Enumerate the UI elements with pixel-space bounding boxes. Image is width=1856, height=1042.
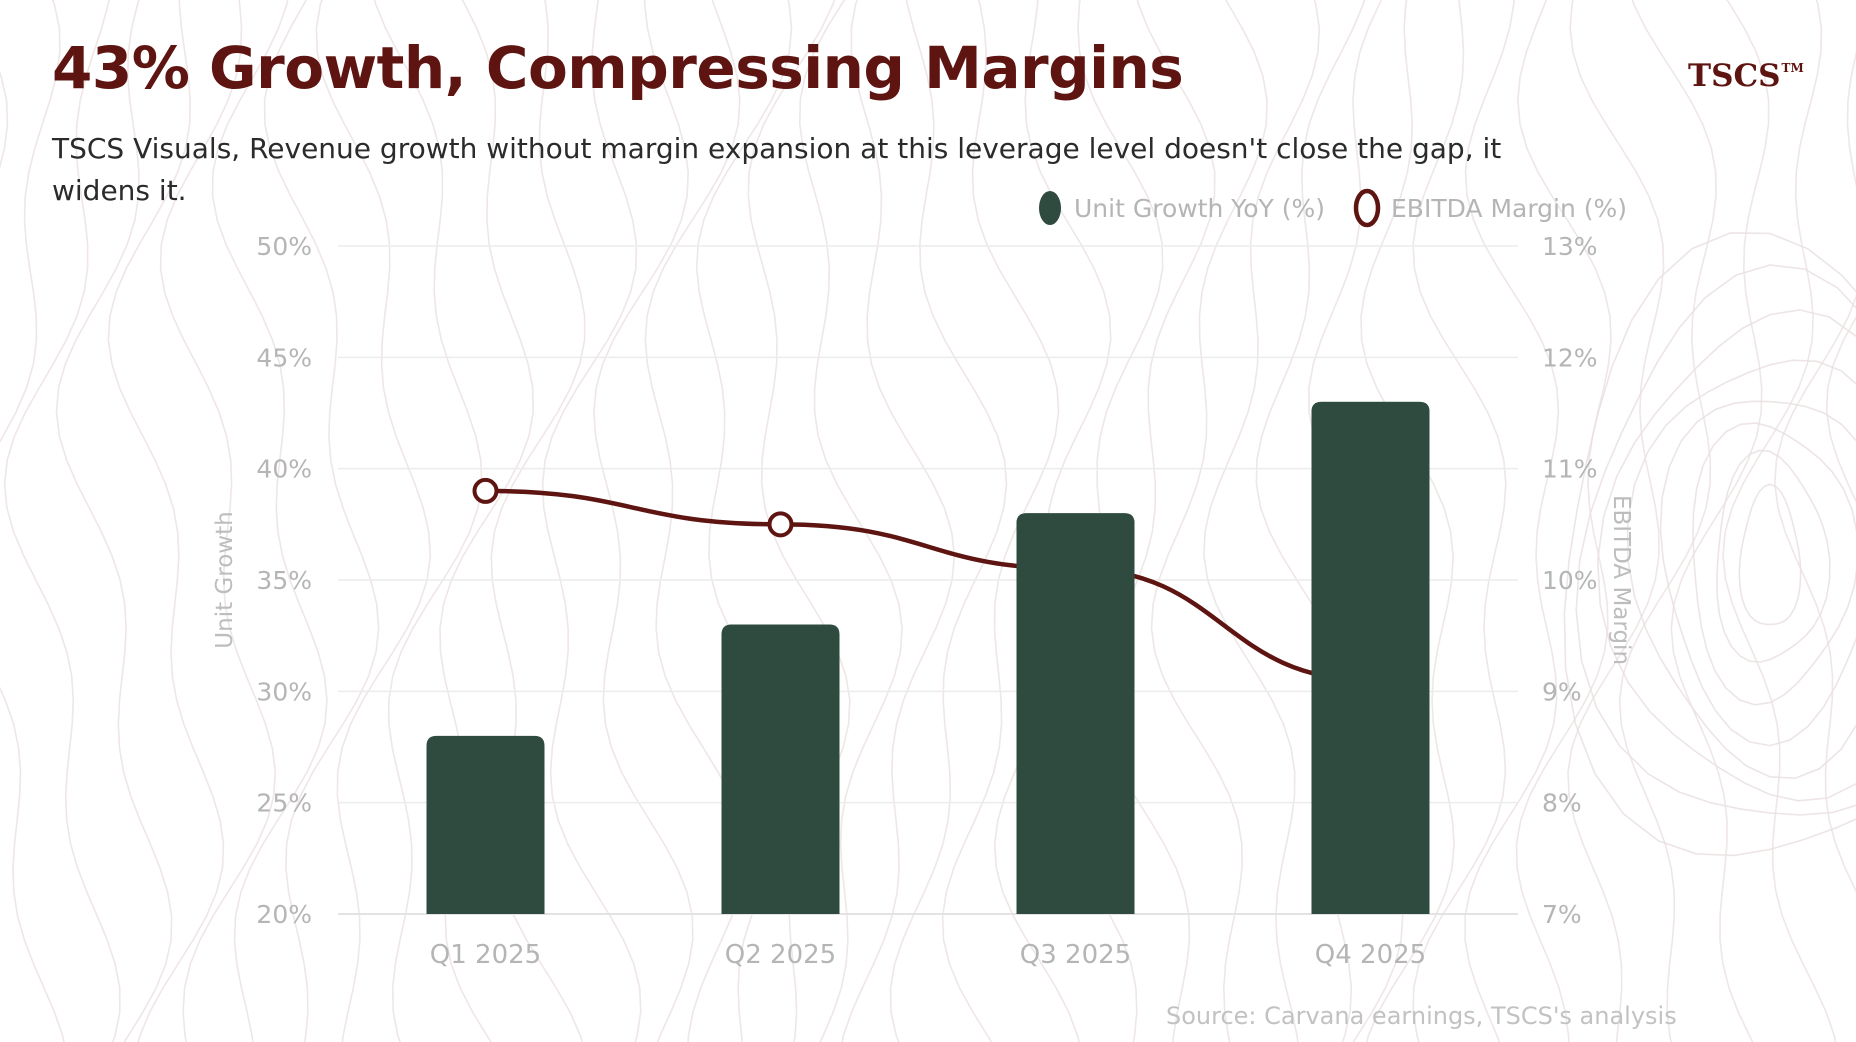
y-tick-label: 30% xyxy=(256,677,312,706)
source-note: Source: Carvana earnings, TSCS's analysi… xyxy=(1166,1002,1677,1030)
contour-line xyxy=(1515,0,1612,1042)
brand-trademark: TM xyxy=(1781,61,1804,75)
page-subtitle: TSCS Visuals, Revenue growth without mar… xyxy=(52,132,1502,207)
line-path xyxy=(483,488,1373,683)
y2-tick-label: 11% xyxy=(1542,455,1598,484)
bar-series-unit-growth xyxy=(426,401,1430,914)
x-tick-label: Q2 2025 xyxy=(725,940,836,970)
contour-line xyxy=(1575,264,1856,816)
y2-tick-label: 8% xyxy=(1542,789,1582,818)
x-tick-label: Q3 2025 xyxy=(1020,940,1131,970)
y-tick-label: 45% xyxy=(256,343,312,372)
legend-line-swatch xyxy=(1353,188,1381,228)
legend-bar-label: Unit Growth YoY (%) xyxy=(1074,194,1325,223)
contour-line xyxy=(593,0,694,1042)
y2-tick-label: 12% xyxy=(1542,343,1598,372)
legend-bar-swatch xyxy=(1039,191,1061,225)
contour-line xyxy=(1659,400,1856,747)
contour-line xyxy=(0,71,9,170)
y-tick-label: 50% xyxy=(256,232,312,261)
contour-line xyxy=(1670,0,1770,1042)
contour-line xyxy=(1150,0,1268,1042)
contour-line xyxy=(1618,0,1717,1042)
y-tick-label: 40% xyxy=(256,455,312,484)
contour-line xyxy=(159,0,277,1042)
x-tick-label: Q1 2025 xyxy=(430,940,541,970)
contour-line xyxy=(373,0,483,1042)
page-title: 43% Growth, Compressing Margins xyxy=(52,34,1184,102)
contour-line xyxy=(841,0,956,1042)
contour-line xyxy=(1563,232,1856,857)
contour-line xyxy=(1738,483,1802,626)
contour-line xyxy=(541,0,642,1042)
contour-line xyxy=(1626,359,1856,780)
y-tick-label: 25% xyxy=(256,789,312,818)
contour-line xyxy=(1098,0,1216,1042)
contour-line xyxy=(211,0,328,1042)
bar-overlay xyxy=(1016,401,1430,914)
y-tick-label: 20% xyxy=(256,900,312,929)
y2-axis-title: EBITDA Margin xyxy=(1608,495,1634,665)
contour-line xyxy=(1360,0,1455,1042)
contour-line xyxy=(1716,449,1831,663)
contour-line xyxy=(1203,0,1321,1042)
x-tick-label: Q4 2025 xyxy=(1315,940,1426,970)
y-tick-label: 35% xyxy=(256,566,312,595)
contour-line xyxy=(798,0,903,1042)
contour-line xyxy=(315,0,432,1042)
contour-line xyxy=(1567,0,1665,1042)
contour-line xyxy=(1464,0,1560,1042)
y-axis-title: Unit Growth xyxy=(212,511,238,648)
line-point xyxy=(472,477,499,504)
contour-line xyxy=(3,0,121,1042)
contour-line xyxy=(1692,422,1856,706)
contour-line xyxy=(1773,51,1856,893)
axes: Unit Growth EBITDA Margin 20% 7% 25% 8% 30% 9… xyxy=(212,232,1634,970)
contour-line xyxy=(263,0,380,1042)
contour-line xyxy=(1596,309,1856,802)
contour-line xyxy=(1722,0,1837,1042)
contour-line xyxy=(1412,0,1507,1042)
legend-line-label: EBITDA Margin (%) xyxy=(1391,194,1627,223)
bar xyxy=(1016,513,1135,914)
bar xyxy=(426,735,545,914)
contour-line xyxy=(889,0,1008,1042)
contour-line xyxy=(55,0,173,1042)
contour-line xyxy=(0,0,65,1042)
bar xyxy=(721,624,840,914)
brand-logo: TSCSTM xyxy=(1688,58,1804,94)
chart-legend: Unit Growth YoY (%) EBITDA Margin (%) xyxy=(1039,188,1627,228)
line-series-ebitda-margin xyxy=(472,477,1384,694)
y2-tick-label: 9% xyxy=(1542,677,1582,706)
contour-line xyxy=(107,0,225,1042)
y2-tick-label: 10% xyxy=(1542,566,1598,595)
brand-name: TSCS xyxy=(1688,58,1781,94)
line-point xyxy=(767,511,794,538)
y2-tick-label: 13% xyxy=(1542,232,1598,261)
bar xyxy=(1311,401,1430,914)
y2-tick-label: 7% xyxy=(1542,900,1582,929)
